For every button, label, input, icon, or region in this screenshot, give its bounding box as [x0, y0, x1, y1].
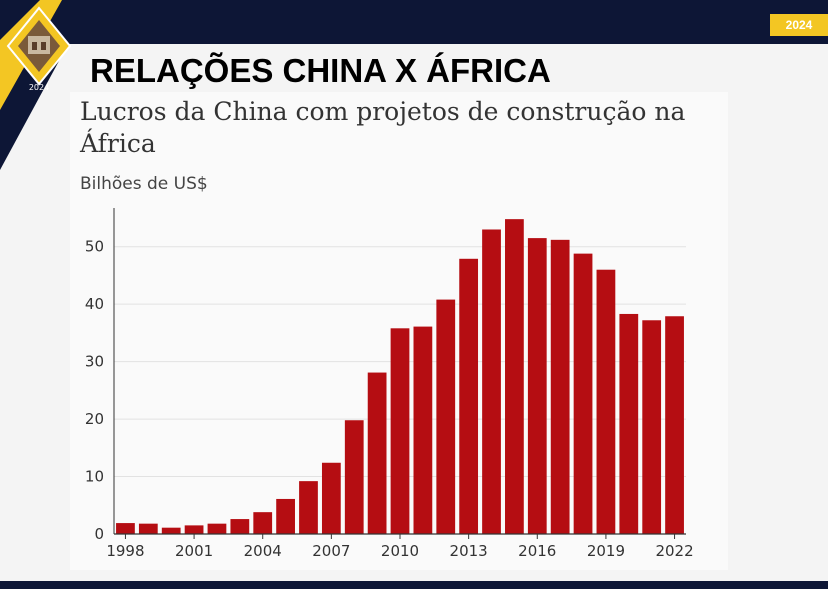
bar-1999: [138, 523, 158, 534]
bar-2009: [367, 372, 387, 534]
x-tick-label: 2007: [312, 542, 350, 560]
bar-2013: [459, 258, 479, 534]
bar-2010: [390, 328, 410, 534]
y-tick-label: 10: [85, 468, 104, 486]
x-tick-label: 2004: [244, 542, 282, 560]
bar-2016: [527, 238, 547, 535]
bar-2008: [344, 420, 364, 534]
chart-title: Lucros da China com projetos de construç…: [80, 97, 686, 158]
y-tick-label: 50: [85, 238, 104, 256]
bar-2014: [482, 229, 501, 534]
bars-layer: [116, 219, 684, 535]
x-tick-label: 2010: [381, 542, 419, 560]
slide-title: RELAÇÕES CHINA X ÁFRICA: [90, 52, 551, 89]
bar-2022: [665, 316, 684, 534]
top-band: [0, 0, 828, 44]
bar-2020: [619, 313, 639, 534]
x-tick-label: 2016: [518, 542, 556, 560]
x-tick-label: 2019: [587, 542, 625, 560]
chart-card: Lucros da China com projetos de construç…: [70, 92, 728, 570]
x-tick-label: 2013: [450, 542, 488, 560]
bar-2019: [596, 269, 616, 534]
x-tick-label: 2001: [175, 542, 213, 560]
bar-1998: [116, 523, 135, 534]
logo: 2024: [6, 6, 72, 92]
y-tick-label: 20: [85, 410, 104, 428]
y-tick-label: 40: [85, 295, 104, 313]
bar-2017: [550, 239, 570, 534]
bar-2002: [207, 523, 227, 534]
bar-2004: [253, 512, 273, 534]
x-tick-label: 1998: [106, 542, 144, 560]
bar-2021: [642, 320, 662, 534]
bar-2007: [321, 462, 341, 534]
axis-layer: 0 10 20 30 40 50 1998 2001 2004 2007 2010 2013 2016 2…: [85, 208, 694, 560]
bar-2015: [505, 219, 524, 534]
bar-chart: 0 10 20 30 40 50 1998 2001 2004 2007 2010 2013 2016 2…: [85, 208, 694, 560]
y-tick-label: 0: [94, 525, 104, 543]
bar-2005: [276, 498, 295, 534]
bar-2003: [230, 519, 250, 534]
bar-2011: [413, 326, 433, 534]
chart-unit-label: Bilhões de US$: [80, 174, 208, 194]
bar-2000: [161, 527, 181, 534]
bar-2001: [184, 525, 204, 534]
bar-2018: [573, 253, 593, 534]
logo-year: 2024: [29, 83, 49, 92]
year-badge: 2024: [770, 14, 828, 36]
y-tick-label: 30: [85, 353, 104, 371]
x-tick-label: 2022: [655, 542, 693, 560]
bar-2012: [436, 299, 456, 534]
bar-2006: [299, 481, 318, 534]
bottom-band: [0, 581, 828, 589]
